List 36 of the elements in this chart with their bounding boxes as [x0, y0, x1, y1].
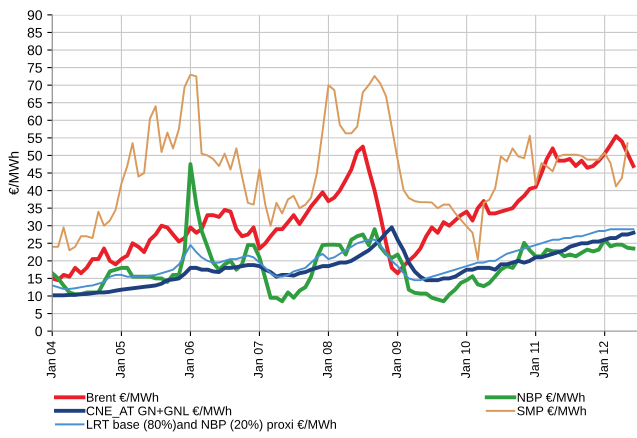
legend-label: CNE_AT GN+GNL €/MWh [86, 406, 232, 418]
legend-label: Brent €/MWh [86, 392, 158, 402]
y-tick-label: 0 [35, 326, 42, 336]
x-tick-label: Jan 06 [184, 341, 194, 378]
y-tick-label: 45 [27, 168, 42, 178]
y-tick-label: 55 [28, 133, 42, 144]
y-tick-label: 25 [28, 238, 42, 248]
x-tick-label: Jan 09 [392, 341, 402, 378]
y-tick-label: 10 [28, 291, 42, 302]
legend-label: LRT base (80%)and NBP (20%) proxi €/MWh [86, 420, 336, 432]
y-tick-label: 15 [28, 274, 42, 284]
x-tick-label: Jan 08 [322, 341, 332, 378]
y-tick-label: 70 [28, 80, 42, 90]
y-axis-title: €/MWh [8, 152, 19, 195]
y-tick-label: 90 [28, 10, 42, 20]
line-series [52, 134, 636, 282]
y-tick-label: 65 [28, 98, 42, 108]
legend-label: NBP €/MWh [518, 392, 585, 402]
x-tick-label: Jan 07 [254, 341, 263, 378]
x-tick-label: Jan 12 [599, 341, 608, 378]
y-tick-label: 85 [28, 28, 42, 38]
x-tick-label: Jan 05 [116, 341, 125, 378]
y-tick-label: 50 [28, 150, 42, 161]
y-tick-label: 5 [35, 309, 42, 319]
x-tick-label: Jan 10 [461, 341, 470, 378]
y-tick-label: 60 [28, 116, 42, 126]
x-tick-label: Jan 04 [46, 341, 56, 378]
y-tick-label: 35 [28, 203, 42, 214]
legend-label: SMP €/MWh [517, 406, 586, 416]
y-tick-label: 75 [28, 63, 42, 73]
y-tick-label: 30 [28, 221, 42, 231]
line-series [52, 74, 629, 260]
x-tick-label: Jan 11 [530, 341, 540, 378]
y-tick-label: 40 [27, 186, 42, 196]
y-tick-label: 80 [28, 45, 42, 56]
y-tick-label: 20 [28, 256, 42, 266]
